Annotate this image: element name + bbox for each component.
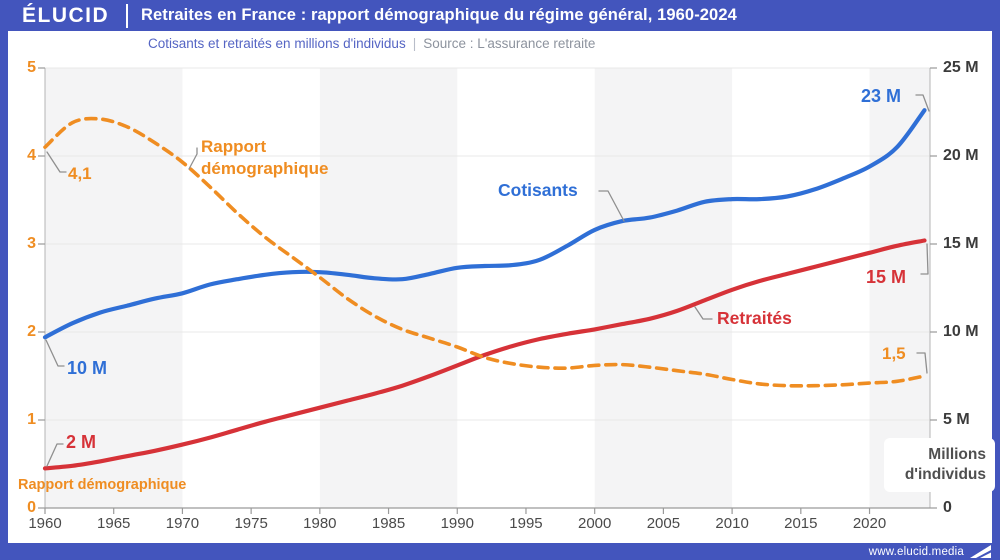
x-axis-tick-label: 1990: [440, 515, 474, 532]
series-label-rapport: Rapport démographique: [201, 136, 329, 180]
subtitle-text: Cotisants et retraités en millions d'ind…: [148, 36, 406, 51]
left-axis-title: Rapport démographique: [18, 477, 187, 493]
x-axis-tick-label: 2020: [852, 515, 887, 532]
annotation-retraites-2024: 15 M: [866, 267, 907, 287]
header-bar: ÉLUCID Retraites en France : rapport dém…: [0, 0, 1000, 31]
x-axis-tick-label: 2005: [646, 515, 681, 532]
x-axis-tick-label: 2000: [578, 515, 612, 532]
footer-url[interactable]: www.elucid.media: [868, 545, 964, 558]
annotation-ratio-1960: 4,1: [68, 164, 92, 183]
subtitle-source: Source : L'assurance retraite: [423, 36, 596, 51]
right-axis-tick-label: 10 M: [943, 323, 979, 340]
elucid-logo: ÉLUCID: [22, 3, 110, 27]
left-axis-tick-label: 3: [27, 235, 36, 252]
x-axis-tick-label: 1995: [509, 515, 543, 532]
right-axis-tick-label: 15 M: [943, 235, 979, 252]
subtitle-separator: |: [412, 36, 417, 51]
left-axis-tick-label: 5: [27, 59, 36, 76]
left-axis-tick-label: 1: [27, 411, 36, 428]
series-label-retraites: Retraités: [717, 308, 792, 328]
elucid-flag-icon: [970, 545, 991, 558]
footer-bar: www.elucid.media: [0, 543, 1000, 560]
left-axis-tick-label: 0: [27, 499, 36, 516]
x-axis-tick-label: 1980: [303, 515, 337, 532]
right-axis-tick-label: 20 M: [943, 147, 979, 164]
x-axis-tick-label: 2010: [715, 515, 749, 532]
left-axis-tick-label: 4: [27, 147, 36, 164]
annotation-retraites-1960: 2 M: [66, 432, 97, 452]
series-label-rapport-line2: démographique: [201, 159, 329, 178]
series-label-rapport-line1: Rapport: [201, 137, 267, 156]
x-axis-tick-label: 1975: [234, 515, 268, 532]
right-axis-tick-label: 25 M: [943, 59, 979, 76]
right-axis-tick-label: 5 M: [943, 411, 970, 428]
left-axis-tick-label: 2: [27, 323, 36, 340]
x-axis-tick-label: 1960: [28, 515, 62, 532]
annotation-cotisants-1960: 10 M: [67, 358, 108, 378]
annotation-cotisants-2024: 23 M: [861, 86, 902, 106]
chart-subtitle: Cotisants et retraités en millions d'ind…: [148, 36, 595, 51]
x-axis-tick-label: 2015: [784, 515, 818, 532]
page-title: Retraites en France : rapport démographi…: [141, 6, 737, 24]
header-divider: [126, 3, 128, 28]
x-axis-tick-label: 1985: [371, 515, 406, 532]
chart-panel: [8, 31, 992, 543]
right-axis-title-line2: d'individus: [904, 466, 986, 483]
x-axis-tick-label: 1965: [97, 515, 131, 532]
x-axis-tick-label: 1970: [165, 515, 200, 532]
right-axis-title-line1: Millions: [928, 446, 986, 463]
right-axis-title: Millions d'individus: [884, 438, 995, 492]
annotation-ratio-2024: 1,5: [882, 344, 906, 363]
series-label-cotisants: Cotisants: [498, 180, 578, 200]
right-axis-tick-label: 0: [943, 499, 952, 516]
